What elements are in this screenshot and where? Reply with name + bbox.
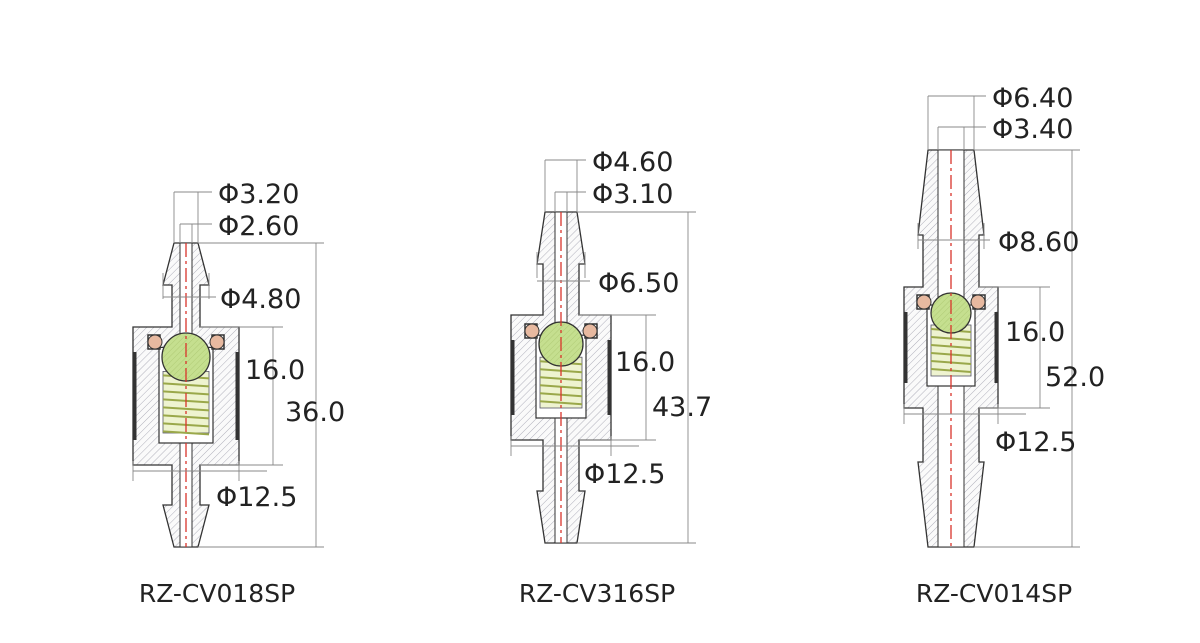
check-valve-2 (510, 159, 696, 544)
dim-body-1: Φ12.5 (216, 482, 297, 513)
dim-total-1: 36.0 (285, 397, 345, 428)
spring-coil (162, 430, 210, 436)
o-ring (916, 294, 932, 310)
dim-body-2: Φ12.5 (584, 459, 665, 490)
dim-outer-tip-2: Φ4.60 (592, 147, 673, 178)
spring-coil (162, 382, 210, 388)
o-ring (147, 334, 163, 350)
dim-bore-1: Φ2.60 (218, 211, 299, 242)
dim-total-2: 43.7 (652, 392, 712, 423)
dim-barb-1: Φ4.80 (220, 284, 301, 315)
valve-3-labels: Φ6.40 Φ3.40 Φ8.60 16.0 52.0 Φ12.5 RZ-CV0… (916, 83, 1105, 608)
spring-coil (162, 406, 210, 412)
dim-total-3: 52.0 (1045, 362, 1105, 393)
dim-chamber-2: 16.0 (615, 347, 675, 378)
o-ring (524, 323, 540, 339)
dim-bore-2: Φ3.10 (592, 179, 673, 210)
check-valve-1 (132, 191, 324, 548)
check-valve-3 (903, 95, 1080, 548)
o-ring (209, 334, 225, 350)
model-name-1: RZ-CV018SP (139, 579, 295, 608)
dim-outer-tip-1: Φ3.20 (218, 179, 299, 210)
dim-bore-3: Φ3.40 (992, 114, 1073, 145)
spring-coil (162, 414, 210, 420)
valve-2-labels: Φ4.60 Φ3.10 Φ6.50 16.0 43.7 Φ12.5 RZ-CV3… (519, 147, 712, 608)
model-name-2: RZ-CV316SP (519, 579, 675, 608)
spring-coil (930, 344, 972, 349)
dim-outer-tip-3: Φ6.40 (992, 83, 1073, 114)
dim-chamber-3: 16.0 (1005, 317, 1065, 348)
spring-coil (539, 400, 583, 406)
spring-coil (162, 390, 210, 396)
dim-body-3: Φ12.5 (995, 427, 1076, 458)
o-ring (970, 294, 986, 310)
dim-chamber-1: 16.0 (245, 355, 305, 386)
dim-barb-2: Φ6.50 (598, 268, 679, 299)
model-name-3: RZ-CV014SP (916, 579, 1072, 608)
valve-1-labels: Φ3.20 Φ2.60 Φ4.80 16.0 36.0 Φ12.5 RZ-CV0… (139, 179, 345, 608)
dim-barb-3: Φ8.60 (998, 227, 1079, 258)
spring-coil (539, 384, 583, 390)
o-ring (582, 323, 598, 339)
spring-coil (539, 376, 583, 382)
